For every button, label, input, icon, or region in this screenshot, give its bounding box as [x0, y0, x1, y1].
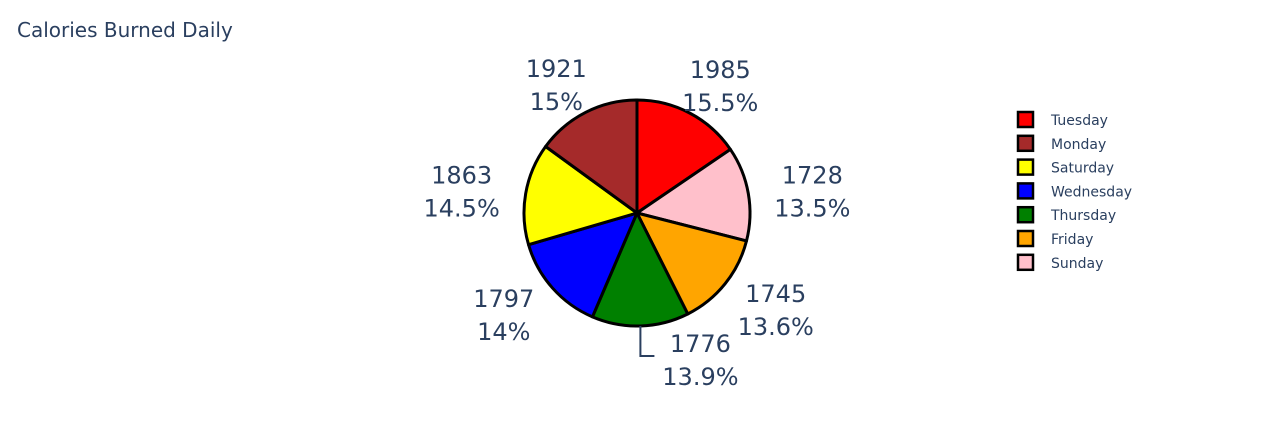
slice-percent-label-sunday: 13.5%	[774, 194, 850, 222]
slice-value-label-wednesday: 1797	[473, 285, 534, 313]
slice-percent-label-friday: 13.6%	[738, 313, 814, 341]
slice-labels: 1985 15.5% 1728 13.5% 1745 13.6%1776 13.9% 1797…	[424, 55, 851, 391]
legend-item-friday[interactable]: Friday	[1016, 229, 1093, 248]
legend-swatch-friday	[1016, 229, 1035, 248]
slice-percent-label-wednesday: 14%	[477, 318, 530, 346]
slice-percent-label-saturday: 14.5%	[424, 195, 500, 223]
pie-slice-saturday[interactable]	[522, 145, 639, 247]
legend-item-thursday[interactable]: Thursday	[1016, 205, 1116, 224]
slice-value-label-friday: 1745	[745, 280, 806, 308]
legend-item-sunday[interactable]: Sunday	[1016, 253, 1103, 272]
pie-slice-thursday[interactable]	[590, 211, 690, 328]
pie-slice-tuesday[interactable]	[635, 98, 732, 215]
pie-slice-monday[interactable]	[544, 98, 639, 215]
legend-label-tuesday: Tuesday	[1050, 113, 1108, 129]
legend-label-thursday: Thursday	[1050, 208, 1116, 224]
slice-value-label-thursday: 1776	[670, 330, 731, 358]
legend-swatch-tuesday	[1016, 110, 1035, 129]
legend-label-wednesday: Wednesday	[1051, 184, 1132, 200]
leader-line-thursday	[639, 325, 655, 357]
slice-percent-label-monday: 15%	[530, 88, 583, 116]
pie-slices	[522, 98, 752, 328]
legend-label-friday: Friday	[1051, 232, 1093, 248]
slice-value-label-saturday: 1863	[431, 162, 492, 190]
legend-item-monday[interactable]: Monday	[1016, 134, 1106, 153]
legend-item-tuesday[interactable]: Tuesday	[1016, 110, 1108, 129]
pie-slice-friday[interactable]	[635, 211, 748, 316]
legend-swatch-saturday	[1016, 158, 1035, 176]
chart-title: Calories Burned Daily	[17, 18, 233, 42]
legend: Tuesday Monday Saturday Wednesday Thursday Fr…	[1016, 110, 1132, 272]
slice-percent-label-tuesday: 15.5%	[682, 89, 758, 117]
legend-swatch-wednesday	[1016, 182, 1035, 200]
pie-slice-sunday[interactable]	[635, 147, 752, 243]
slice-value-label-sunday: 1728	[782, 161, 843, 189]
slice-percent-label-thursday: 13.9%	[662, 363, 738, 391]
legend-swatch-monday	[1016, 134, 1035, 153]
legend-label-sunday: Sunday	[1051, 256, 1103, 272]
legend-item-wednesday[interactable]: Wednesday	[1016, 182, 1132, 200]
legend-label-saturday: Saturday	[1051, 161, 1114, 177]
legend-item-saturday[interactable]: Saturday	[1016, 158, 1114, 177]
slice-value-label-monday: 1921	[526, 55, 587, 83]
slice-value-label-tuesday: 1985	[690, 56, 751, 84]
legend-label-monday: Monday	[1051, 137, 1106, 153]
pie-slice-wednesday[interactable]	[527, 211, 639, 319]
legend-swatch-sunday	[1016, 253, 1035, 272]
legend-swatch-thursday	[1016, 205, 1035, 224]
